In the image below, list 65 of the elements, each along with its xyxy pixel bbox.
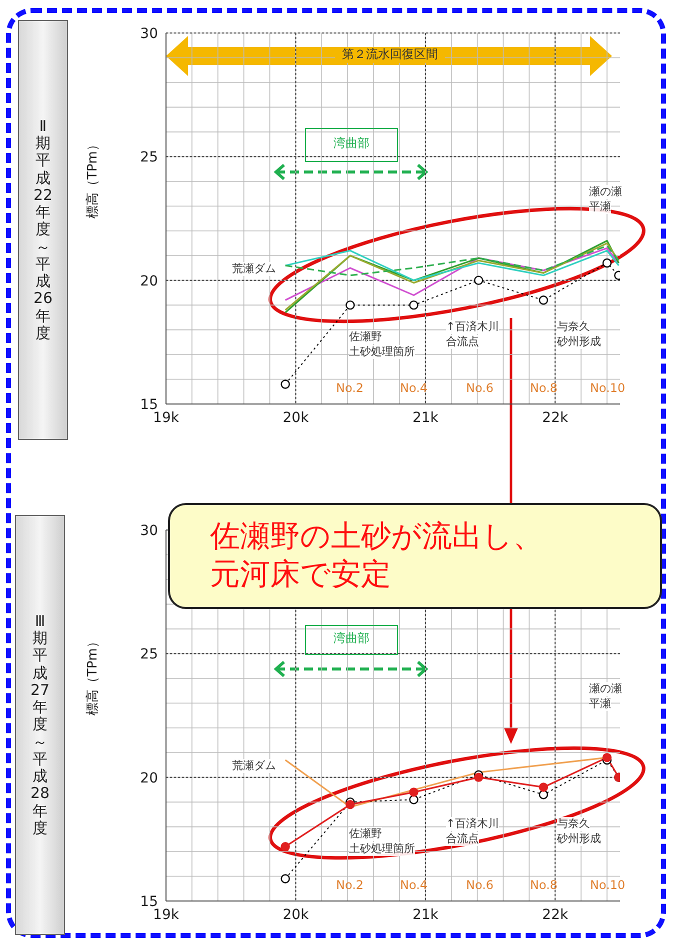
annotation: 第２流水回復区間: [335, 47, 445, 63]
annotation: No.8: [530, 878, 558, 894]
annotation: 合流点: [446, 832, 479, 846]
y-tick-label: 20: [140, 770, 158, 786]
point: [474, 772, 484, 782]
annotation: 荒瀬ダム: [232, 759, 276, 774]
annotation: 佐瀬野: [349, 827, 382, 842]
y-axis-title: 標高（TPm）: [84, 138, 101, 218]
line-series: [284, 244, 620, 276]
annotation: No.2: [336, 381, 364, 397]
annotation: 合流点: [446, 335, 479, 350]
annotation: 土砂処理箇所: [349, 842, 415, 856]
annotation: 与奈久: [557, 817, 590, 832]
annotation: 砂州形成: [557, 335, 601, 350]
y-tick-label: 25: [140, 646, 158, 663]
annotation: 湾曲部: [332, 136, 370, 152]
point: [474, 276, 484, 285]
annotation: 湾曲部: [332, 631, 370, 647]
x-tick-label: 22k: [542, 906, 569, 923]
point: [538, 782, 548, 792]
x-tick-label: 21k: [412, 410, 440, 426]
point: [602, 258, 612, 268]
x-tick-label: 22k: [542, 410, 569, 426]
point: [409, 788, 418, 797]
annotation: 瀬の瀬: [589, 185, 622, 200]
annotation: 与奈久: [557, 320, 590, 334]
y-tick-label: 20: [140, 273, 158, 290]
annotation: ↑百済木川: [446, 817, 500, 832]
point: [409, 794, 418, 804]
annotation: No.6: [466, 878, 494, 894]
y-tick-label: 30: [140, 26, 158, 42]
point: [346, 800, 355, 810]
x-tick-label: 20k: [282, 906, 310, 923]
annotation: 砂州形成: [557, 832, 601, 846]
annotation: 平瀬: [589, 697, 611, 712]
point: [280, 380, 290, 389]
annotation: 瀬の瀬: [589, 682, 622, 696]
chart-title: Ⅱ期平成22年度～平成26年度: [33, 116, 53, 342]
point: [602, 752, 612, 762]
annotation: No.10: [590, 878, 626, 894]
annotation: No.8: [530, 381, 558, 397]
x-tick-label: 20k: [282, 410, 310, 426]
annotation: No.4: [400, 878, 428, 894]
annotation: No.10: [590, 381, 626, 397]
annotation: 平瀬: [589, 200, 611, 214]
annotation: No.6: [466, 381, 494, 397]
y-axis-title: 標高（TPm）: [84, 635, 101, 716]
chart-title: Ⅲ期平成27年度～平成28年度: [30, 612, 50, 837]
annotation: 佐瀬野の土砂が流出し、元河床で安定: [210, 518, 544, 593]
y-tick-label: 25: [140, 150, 158, 166]
annotation: 土砂処理箇所: [349, 345, 415, 360]
point: [538, 296, 548, 305]
annotation: ↑百済木川: [446, 320, 500, 334]
annotation: No.4: [400, 381, 428, 397]
point: [346, 300, 355, 310]
point: [409, 300, 418, 310]
annotation: 佐瀬野: [349, 330, 382, 344]
line-series: [284, 250, 620, 282]
x-tick-label: 21k: [412, 906, 440, 923]
annotation: No.2: [336, 878, 364, 894]
point: [538, 790, 548, 800]
annotation: 荒瀬ダム: [232, 262, 276, 276]
point: [280, 842, 290, 852]
y-tick-label: 30: [140, 522, 158, 539]
point: [280, 874, 290, 884]
